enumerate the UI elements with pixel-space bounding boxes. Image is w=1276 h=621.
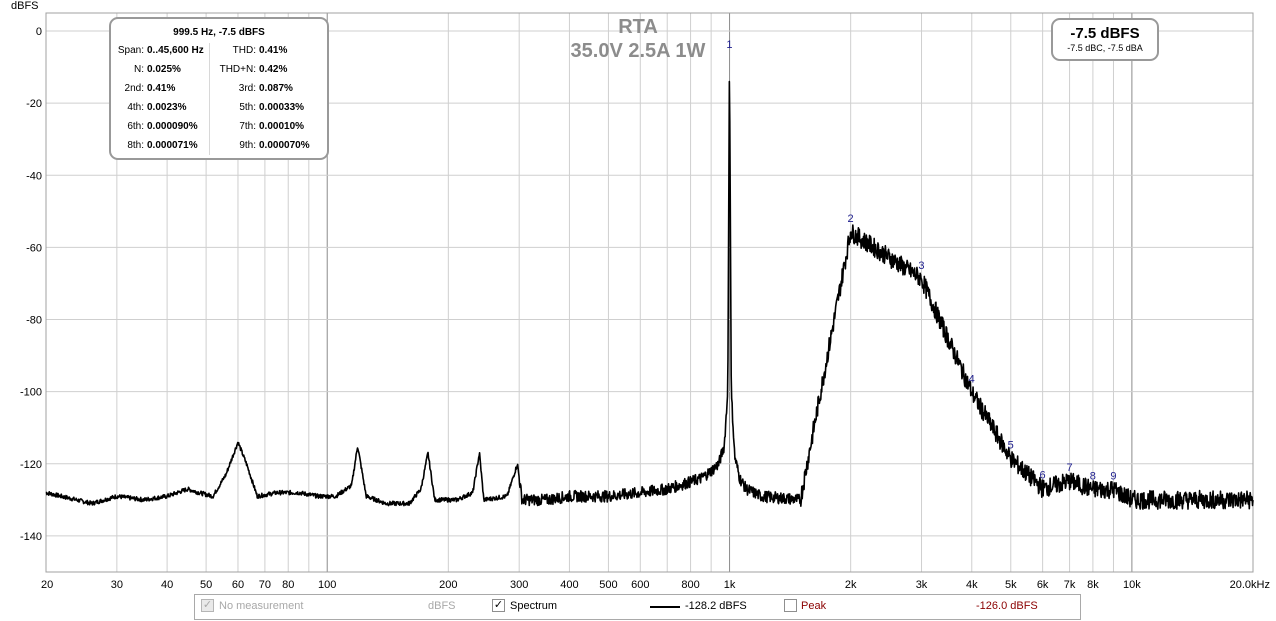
stats-label: 4th: (127, 102, 144, 113)
y-tick-label: 0 (36, 26, 42, 38)
x-tick-label: 400 (560, 579, 578, 591)
y-tick-label: -60 (26, 242, 42, 254)
harmonic-label-5: 5 (1008, 439, 1014, 451)
stats-label: N: (134, 64, 144, 75)
no-measurement-checkbox[interactable]: ✓ (201, 599, 214, 612)
spectrum-line (45, 80, 1254, 510)
x-tick-label: 7k (1064, 579, 1076, 591)
harmonic-label-3: 3 (918, 260, 924, 272)
stats-label: 6th: (127, 121, 144, 132)
stats-value: 0..45,600 Hz (147, 45, 204, 56)
y-tick-label: -80 (26, 315, 42, 327)
x-tick-label: 60 (232, 579, 244, 591)
stats-label: 9th: (239, 140, 256, 151)
level-main-value: -7.5 dBFS (1070, 25, 1140, 42)
harmonic-label-6: 6 (1040, 470, 1046, 482)
x-tick-label: 20 (41, 579, 53, 591)
spectrum-value: -128.2 dBFS (685, 600, 747, 612)
stats-value: 0.087% (259, 83, 293, 94)
chart-title: RTA (618, 16, 658, 38)
y-tick-label: -100 (20, 387, 42, 399)
stats-label: 2nd: (124, 83, 144, 94)
x-tick-label: 300 (510, 579, 528, 591)
x-tick-label: 4k (966, 579, 978, 591)
spectrum-checkbox[interactable]: ✓ (492, 599, 505, 612)
harmonic-label-8: 8 (1090, 470, 1096, 482)
stats-label: THD+N: (219, 64, 256, 75)
spectrum-label: Spectrum (510, 600, 558, 612)
harmonic-label-4: 4 (969, 373, 975, 385)
stats-value: 0.0023% (147, 102, 187, 113)
peak-checkbox[interactable] (784, 599, 797, 612)
level-readout-box: -7.5 dBFS -7.5 dBC, -7.5 dBA (1051, 18, 1159, 61)
y-tick-label: -40 (26, 170, 42, 182)
y-tick-label: -20 (26, 98, 42, 110)
stats-label: 7th: (239, 121, 256, 132)
stats-value: 0.000070% (259, 140, 310, 151)
stats-value: 0.00033% (259, 102, 305, 113)
stats-value: 0.41% (259, 45, 288, 56)
no-measurement-label: No measurement (219, 600, 304, 612)
spectrum-line-swatch (650, 606, 680, 608)
x-tick-label: 2k (845, 579, 857, 591)
chart-subtitle: 35.0V 2.5A 1W (571, 40, 706, 62)
x-tick-label: 40 (161, 579, 173, 591)
stats-label: Span: (117, 45, 144, 56)
harmonic-label-1: 1 (726, 39, 732, 51)
stats-value: 0.000090% (147, 121, 198, 132)
x-tick-label: 1k (724, 579, 736, 591)
x-tick-label: 30 (111, 579, 123, 591)
x-tick-label: 8k (1087, 579, 1099, 591)
stats-label: THD: (232, 45, 256, 56)
x-tick-label: 200 (439, 579, 457, 591)
x-tick-label: 80 (282, 579, 294, 591)
plot-area (45, 80, 1254, 510)
level-weighted-values: -7.5 dBC, -7.5 dBA (1067, 43, 1143, 53)
x-tick-label: 6k (1037, 579, 1049, 591)
peak-label: Peak (801, 600, 827, 612)
stats-value: 0.000071% (147, 140, 198, 151)
harmonic-label-7: 7 (1066, 462, 1072, 474)
x-tick-label: 5k (1005, 579, 1017, 591)
legend-bar: ✓ No measurement dBFS ✓ Spectrum -128.2 … (194, 594, 1081, 620)
harmonic-markers: 1 2 3 4 5 6 7 8 9 (726, 39, 1116, 482)
distortion-stats-box: 999.5 Hz, -7.5 dBFS Span: 0..45,600 Hz THD… (109, 17, 329, 160)
x-tick-label: 70 (259, 579, 271, 591)
stats-divider (209, 43, 210, 155)
x-tick-label: 50 (200, 579, 212, 591)
x-tick-label: 600 (631, 579, 649, 591)
plot-frame (45, 12, 1254, 573)
harmonic-label-2: 2 (848, 213, 854, 225)
x-tick-label: 3k (916, 579, 928, 591)
stats-label: 5th: (239, 102, 256, 113)
y-tick-label: -120 (20, 459, 42, 471)
x-tick-label: 20.0kHz (1230, 579, 1270, 591)
stats-header: 999.5 Hz, -7.5 dBFS (173, 27, 265, 38)
harmonic-label-9: 9 (1110, 470, 1116, 482)
peak-value: -126.0 dBFS (976, 600, 1038, 612)
axes: 0 -20 -40 -60 -80 -100 -120 -140 20 30 40 50 60 70 80 1… (20, 12, 1270, 591)
stats-value: 0.41% (147, 83, 176, 94)
stats-value: 0.025% (147, 64, 181, 75)
x-tick-label: 10k (1123, 579, 1141, 591)
x-tick-label: 800 (681, 579, 699, 591)
y-axis-label: dBFS (11, 0, 39, 12)
x-tick-label: 500 (599, 579, 617, 591)
stats-value: 0.00010% (259, 121, 305, 132)
stats-value: 0.42% (259, 64, 288, 75)
stats-label: 8th: (127, 140, 144, 151)
x-tick-label: 100 (318, 579, 336, 591)
y-tick-label: -140 (20, 531, 42, 543)
stats-label: 3rd: (238, 83, 256, 94)
no-measurement-value: dBFS (428, 600, 456, 612)
